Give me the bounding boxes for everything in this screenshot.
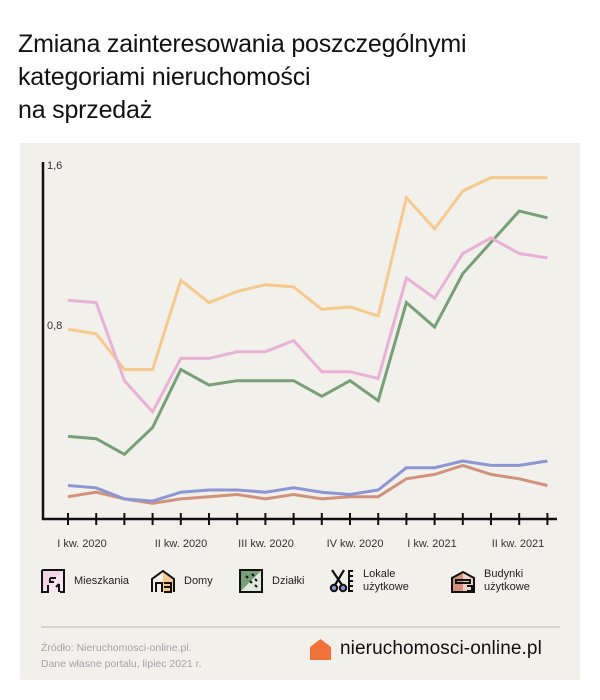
x-label-q2-2020: II kw. 2020 (154, 538, 208, 550)
title-line-1: Zmiana zainteresowania poszczególnymi (18, 30, 467, 58)
title-line-2: kategoriami nieruchomości (18, 63, 311, 91)
source-note: Źródło: Nieruchomosci-online.pl. Dane wł… (41, 640, 202, 672)
footer-divider (41, 626, 560, 628)
series-line-działki (67, 209, 548, 457)
x-label-q1-2020: I kw. 2020 (57, 538, 107, 550)
legend-item-domy[interactable]: Domy (150, 568, 213, 594)
brand-name: nieruchomosci-online.pl (340, 638, 542, 659)
legend-item-budynki[interactable]: Budynki użytkowe (450, 568, 530, 594)
y-tick-label-1-6: 1,6 (47, 160, 63, 172)
legend-label-mieszkania: Mieszkania (74, 574, 130, 587)
series-line-budynki-użytkowe (67, 463, 548, 505)
title-line-3: na sprzedaż (18, 96, 152, 124)
house-logo-icon (310, 638, 331, 660)
source-line-2: Dane własne portalu, lipiec 2021 r. (41, 658, 202, 670)
series-line-lokale-użytkowe (67, 459, 548, 503)
scissors-ruler-icon (329, 569, 353, 593)
x-label-q3-2020: III kw. 2020 (238, 538, 294, 550)
chart-axes (41, 162, 557, 525)
brand-logo[interactable]: nieruchomosci-online.pl (310, 638, 542, 660)
x-ticks (67, 513, 549, 525)
x-label-q4-2020: IV kw. 2020 (326, 538, 384, 550)
warehouse-icon (451, 570, 475, 593)
series-lines (67, 176, 548, 505)
series-line-domy (67, 176, 548, 371)
legend-label-domy: Domy (184, 574, 213, 587)
legend-item-dzialki[interactable]: Działki (238, 568, 304, 594)
y-tick-label-0-8: 0,8 (47, 320, 63, 332)
legend-label-budynki: Budynki użytkowe (484, 568, 530, 593)
x-label-q2-2021: II kw. 2021 (491, 538, 545, 550)
source-line-1: Źródło: Nieruchomosci-online.pl. (41, 642, 192, 654)
legend-item-lokale[interactable]: Lokale użytkowe (329, 568, 409, 594)
chart-panel (20, 143, 580, 680)
land-plot-icon (239, 569, 263, 593)
series-line-mieszkania (67, 236, 548, 415)
house-icon (151, 569, 175, 593)
legend-label-lokale: Lokale użytkowe (363, 568, 409, 593)
legend-label-dzialki: Działki (272, 574, 305, 587)
x-label-q1-2021: I kw. 2021 (407, 538, 457, 550)
chart-title: Zmiana zainteresowania poszczególnymi ka… (18, 28, 588, 127)
floorplan-icon (41, 569, 65, 593)
legend-item-mieszkania[interactable]: Mieszkania (40, 568, 129, 594)
